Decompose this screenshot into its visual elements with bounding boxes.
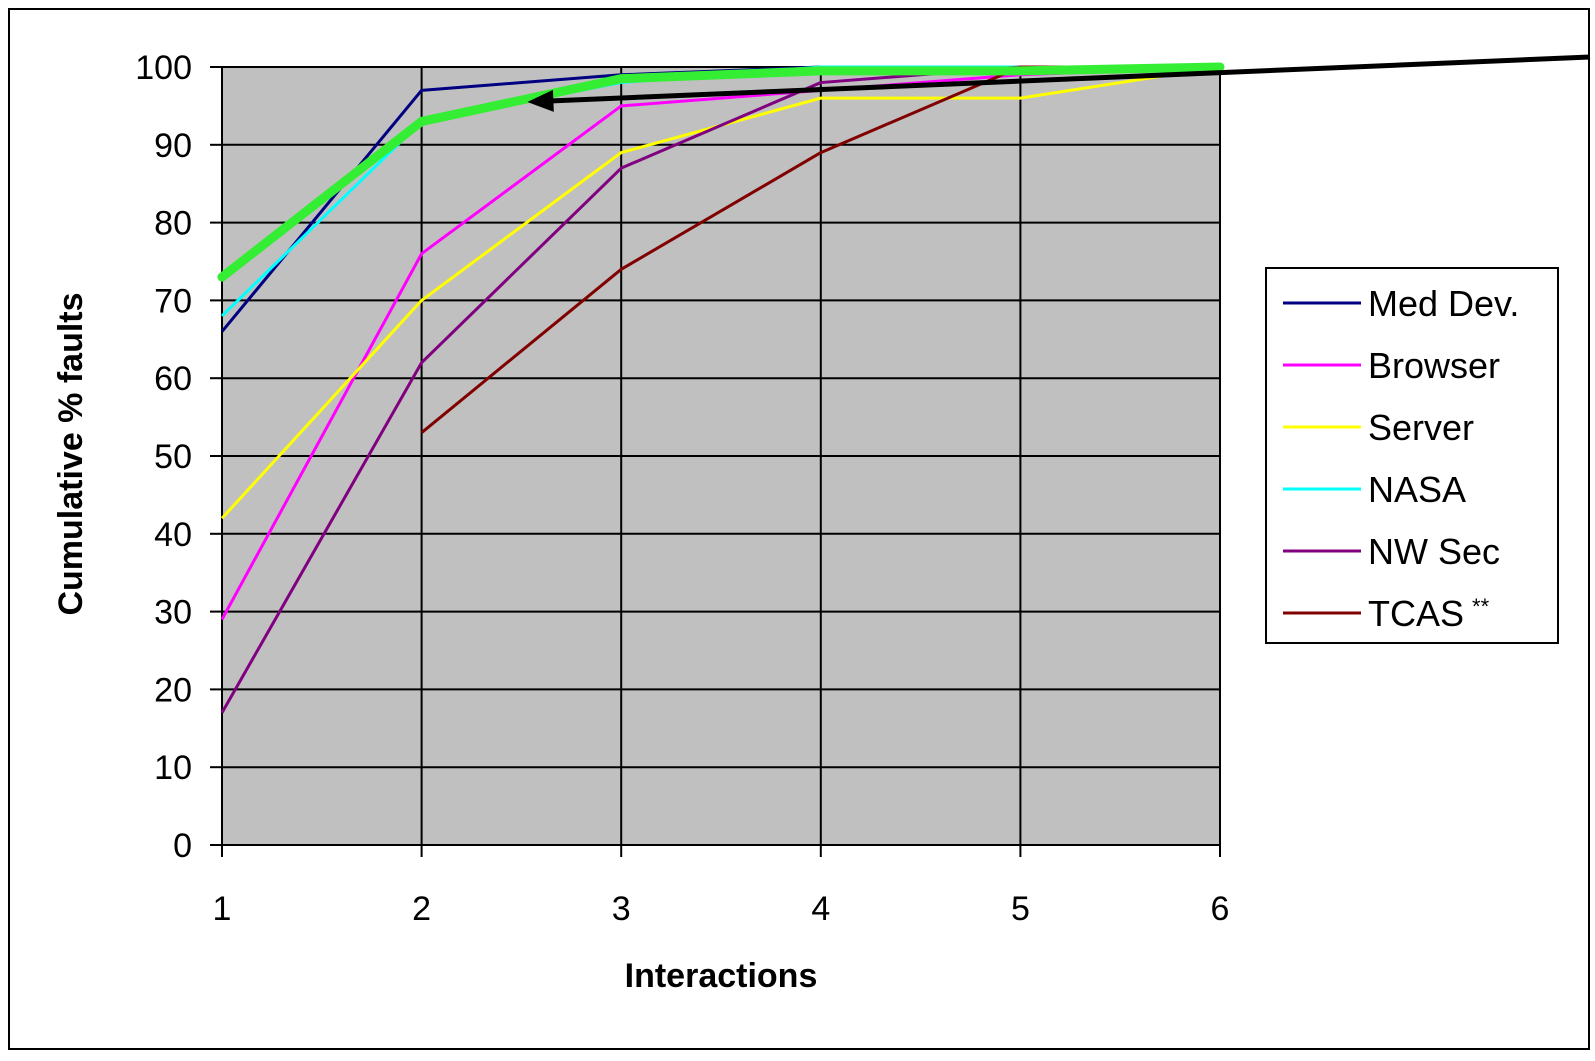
y-tick-label: 10 (154, 749, 192, 787)
axes: 0 10 20 30 40 50 60 70 80 90 100 1 2 3 4 5 6 (135, 49, 1229, 928)
y-tick-label: 20 (154, 671, 192, 709)
x-tick-label: 3 (612, 890, 631, 928)
y-tick-label: 40 (154, 516, 192, 554)
legend-label: Med Dev. (1368, 283, 1519, 324)
legend-label: Browser (1368, 345, 1500, 386)
legend-label: NW Sec (1368, 531, 1500, 572)
gridlines (222, 66, 1221, 845)
annotation-arrow-shaft (549, 54, 1591, 104)
annotation-layer (527, 54, 1591, 112)
y-tick-label: 100 (135, 49, 192, 87)
y-tick-label: 30 (154, 594, 192, 632)
y-tick-label: 90 (154, 127, 192, 165)
legend-label: NASA (1368, 469, 1466, 510)
legend-label: Server (1368, 407, 1474, 448)
x-tick-label: 1 (213, 890, 232, 928)
x-tick-label: 6 (1211, 890, 1230, 928)
highlight-line (217, 62, 1225, 282)
highlight-line-layer (217, 62, 1225, 282)
x-tick-label: 5 (1011, 890, 1030, 928)
y-tick-label: 70 (154, 282, 192, 320)
y-tick-label: 80 (154, 205, 192, 243)
legend-box (1265, 267, 1559, 644)
x-tick-label: 2 (412, 890, 431, 928)
x-tick-label: 4 (811, 890, 830, 928)
y-tick-label: 60 (154, 360, 192, 398)
annotation-arrow-head (527, 89, 554, 112)
y-tick-label: 50 (154, 438, 192, 476)
y-axis-title: Cumulative % faults (52, 292, 90, 615)
y-tick-label: 0 (173, 827, 192, 865)
x-axis-title: Interactions (625, 957, 818, 995)
